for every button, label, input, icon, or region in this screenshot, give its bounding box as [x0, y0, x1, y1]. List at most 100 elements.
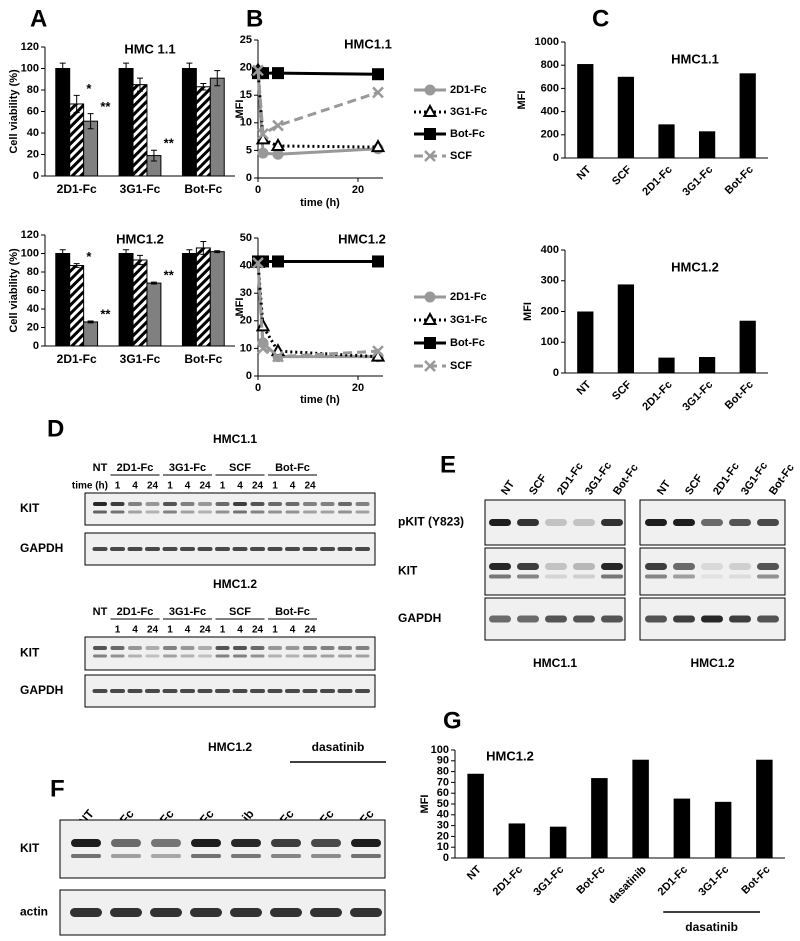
blot-band	[757, 519, 779, 526]
lane-label: Bot-Fc	[767, 462, 797, 497]
blot-band	[673, 574, 695, 579]
x-tick-label: dasatinib	[606, 864, 649, 907]
line	[256, 262, 378, 359]
y-tick-label: 20	[437, 830, 449, 842]
blot-band	[111, 854, 141, 858]
error-bar	[59, 249, 66, 258]
blot-band	[601, 519, 623, 526]
error-bar	[123, 249, 130, 258]
time-label: 1	[220, 481, 226, 492]
blot-band	[150, 908, 182, 917]
group-label: 2D1-Fc	[117, 606, 154, 618]
y-tick-label: 0	[246, 172, 252, 184]
blot-band	[517, 615, 539, 623]
x-tick-label: 2D1-Fc	[656, 864, 690, 898]
bar	[83, 120, 99, 177]
chart-title: HMC1.1	[344, 36, 392, 51]
lane-label: NT	[93, 606, 108, 618]
lane-label: Bot-Fc	[611, 462, 641, 497]
blot-band	[191, 839, 221, 847]
y-tick-label: 0	[246, 370, 252, 382]
time-label: 4	[237, 481, 243, 492]
blot-band	[233, 654, 247, 658]
blot-band	[128, 510, 142, 514]
blot-band	[250, 502, 265, 506]
blot-band	[701, 574, 723, 579]
blot-band	[320, 689, 335, 693]
blot-band	[145, 654, 160, 658]
bar	[577, 64, 594, 158]
blot-band	[701, 519, 723, 526]
blot-band	[110, 510, 125, 514]
y-tick-label: 5	[246, 144, 252, 156]
y-tick-label: 40	[437, 809, 449, 821]
legend-marker	[424, 84, 436, 96]
error-bar	[200, 240, 207, 255]
blot-frame	[639, 547, 786, 596]
y-tick-label: 600	[541, 82, 559, 94]
blot-band	[215, 502, 230, 506]
marker	[370, 348, 386, 362]
y-tick-label: 100	[21, 247, 39, 259]
bar	[617, 284, 635, 373]
y-axis-label: Cell viability (%)	[8, 69, 20, 154]
significance: *	[86, 81, 92, 96]
blot-band	[285, 646, 300, 650]
legend-marker	[424, 337, 436, 349]
blot-band	[163, 502, 177, 506]
y-tick-label: 15	[240, 89, 252, 101]
error-bar	[123, 62, 130, 75]
panel-label: F	[50, 775, 65, 802]
blot-band	[320, 646, 335, 650]
blot-band	[303, 646, 317, 650]
legend-marker	[424, 360, 436, 372]
y-tick-label: 80	[27, 84, 39, 96]
blot-band	[302, 547, 318, 551]
time-label: 4	[132, 481, 138, 492]
blot-band	[233, 510, 247, 514]
blot-band	[250, 646, 265, 650]
bar	[467, 773, 484, 858]
blot-band	[757, 563, 779, 570]
blot-band	[93, 654, 107, 658]
blot-band	[233, 502, 247, 506]
blot-band	[545, 563, 567, 570]
blot-band	[110, 547, 125, 551]
legend-label: 2D1-Fc	[450, 291, 487, 303]
x-tick-label: 3G1-Fc	[120, 182, 161, 196]
row-label: GAPDH	[20, 683, 63, 697]
x-tick-label: 3G1-Fc	[680, 379, 715, 414]
y-tick-label: 25	[240, 34, 252, 46]
y-tick-label: 20	[240, 315, 252, 327]
x-tick-label: Bot-Fc	[184, 352, 222, 366]
blot-band	[267, 689, 283, 693]
bar	[118, 68, 134, 177]
cell-line-label: HMC1.1	[533, 656, 577, 670]
blot-band	[110, 646, 125, 650]
blot-band	[92, 689, 108, 693]
blot-band	[110, 689, 125, 693]
bar	[739, 73, 756, 158]
blot-band	[573, 615, 595, 623]
blot-band	[757, 615, 779, 623]
marker	[272, 350, 284, 363]
blot-band	[127, 689, 143, 693]
blot-band	[232, 689, 248, 693]
time-label: 1	[220, 625, 226, 636]
blot-band	[645, 615, 667, 623]
blot-band	[180, 654, 195, 658]
blot-band	[338, 654, 352, 658]
y-tick-label: 10	[437, 841, 449, 853]
lane-label: NT	[655, 478, 673, 497]
row-label: KIT	[20, 501, 40, 515]
x-tick-label: 3G1-Fc	[531, 864, 566, 899]
y-tick-label: 60	[27, 105, 39, 117]
legend-label: SCF	[450, 150, 472, 162]
time-axis-label: time (h)	[72, 481, 108, 492]
x-tick-label: 0	[255, 382, 261, 394]
blot-band	[355, 547, 370, 551]
blot-band	[729, 574, 751, 579]
blot-band	[250, 689, 265, 693]
blot-band	[250, 654, 265, 658]
blot-band	[163, 646, 177, 650]
